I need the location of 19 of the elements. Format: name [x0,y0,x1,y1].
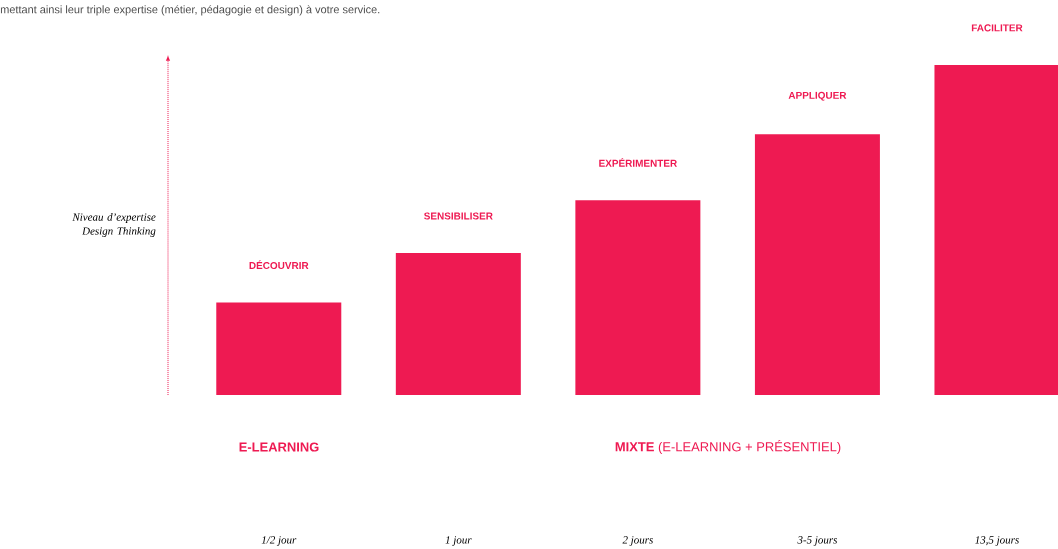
x-tick-label: 2 jours [622,536,653,546]
x-tick-label: 1/2 jour [261,536,297,546]
annotation: EXPÉRIMENTER [599,157,677,167]
annotation: DÉCOUVRIR [249,260,309,270]
text: MIXTE (E-LEARNING + PRÉSENTIEL) [615,440,841,454]
bar [934,64,1058,395]
text: mettant ainsi leur triple expertise (métier, pédagogie et design) à votre service. [0,5,380,16]
bar [575,200,701,395]
bar [395,253,521,395]
annotation: SENSIBILISER [424,212,493,220]
x-tick-label: 13,5 jours [975,536,1019,546]
bar [216,302,342,395]
text: E-LEARNING [239,442,319,452]
y-axis-title: Niveau d’expertise Design Thinking [72,213,156,237]
bar [754,134,880,395]
text: FACILITER [971,24,1023,32]
x-tick-label: 1 jour [445,536,472,546]
x-tick-label: 3-5 jours [797,536,838,546]
annotation: APPLIQUER [788,91,847,101]
